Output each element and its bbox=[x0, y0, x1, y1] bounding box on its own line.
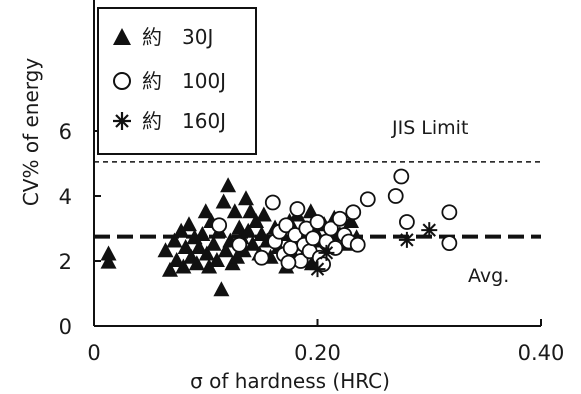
triangle-point bbox=[231, 219, 248, 235]
circle-point bbox=[231, 236, 248, 253]
triangle-point bbox=[188, 255, 205, 271]
triangle-point bbox=[173, 222, 190, 238]
triangle-point bbox=[237, 190, 254, 206]
x-tick-label: 0.20 bbox=[294, 341, 341, 365]
triangle-point bbox=[197, 203, 214, 219]
x-tick-label: 0 bbox=[87, 341, 100, 365]
star-point bbox=[421, 222, 438, 239]
triangle-point bbox=[177, 239, 194, 254]
circle-point bbox=[393, 168, 410, 185]
star-point bbox=[318, 244, 335, 261]
triangle-point bbox=[100, 245, 117, 261]
average-label: Avg. bbox=[468, 265, 509, 287]
y-ticks: 0 2 4 6 bbox=[59, 120, 101, 339]
triangle-point bbox=[161, 261, 178, 277]
circle-point bbox=[387, 188, 404, 204]
data-points bbox=[100, 168, 458, 297]
legend: 約 30J 約 100J 約 160J bbox=[97, 7, 257, 155]
triangle-point bbox=[217, 242, 234, 258]
legend-triangle-marker bbox=[113, 28, 131, 45]
triangle-point bbox=[343, 213, 360, 228]
legend-star-marker bbox=[113, 112, 131, 130]
triangle-point bbox=[302, 203, 319, 219]
circle-point bbox=[253, 249, 270, 266]
circle-point bbox=[289, 201, 306, 217]
triangle-point bbox=[240, 222, 257, 238]
legend-circle-marker bbox=[113, 72, 131, 90]
triangle-point bbox=[226, 203, 243, 219]
triangle-point bbox=[157, 242, 174, 258]
x-ticks: 0 0.20 0.40 bbox=[87, 319, 564, 365]
x-tick-label: 0.40 bbox=[518, 341, 565, 365]
circle-point bbox=[441, 235, 458, 252]
triangle-point bbox=[242, 203, 259, 219]
circle-point bbox=[441, 204, 458, 221]
circle-point bbox=[327, 240, 344, 256]
circle-point bbox=[305, 230, 321, 247]
circle-point bbox=[331, 210, 348, 227]
triangle-point bbox=[244, 235, 261, 251]
triangle-point bbox=[198, 245, 215, 261]
jis-limit-label: JIS Limit bbox=[391, 117, 468, 139]
y-tick-label: 0 bbox=[59, 315, 72, 339]
y-tick-label: 2 bbox=[59, 250, 72, 274]
y-tick-label: 4 bbox=[59, 185, 72, 209]
y-tick-label: 6 bbox=[59, 120, 72, 144]
legend-label-160j: 約 160J bbox=[142, 109, 226, 133]
circle-point bbox=[309, 214, 326, 230]
legend-label-100j: 約 100J bbox=[142, 69, 226, 93]
triangle-point bbox=[220, 177, 237, 193]
circle-point bbox=[211, 217, 228, 234]
triangle-point bbox=[100, 253, 117, 269]
circle-point bbox=[278, 217, 295, 234]
triangle-point bbox=[213, 281, 230, 297]
circle-point bbox=[282, 240, 299, 256]
y-axis-label: CV% of energy bbox=[19, 58, 43, 206]
circle-point bbox=[280, 254, 297, 271]
triangle-point bbox=[194, 226, 211, 241]
x-axis-label: σ of hardness (HRC) bbox=[190, 369, 390, 393]
triangle-point bbox=[180, 216, 197, 232]
triangle-point bbox=[201, 258, 218, 274]
triangle-point bbox=[215, 193, 232, 209]
triangle-point bbox=[175, 258, 192, 274]
star-point bbox=[309, 261, 326, 278]
circle-point bbox=[345, 204, 362, 221]
triangle-point bbox=[255, 206, 272, 222]
triangle-point bbox=[191, 239, 208, 254]
circle-point bbox=[359, 191, 376, 208]
circle-point bbox=[323, 220, 339, 237]
triangle-point bbox=[248, 213, 265, 228]
circle-point bbox=[398, 214, 415, 230]
circle-point bbox=[349, 236, 366, 253]
triangle-point bbox=[166, 232, 183, 248]
star-point bbox=[398, 231, 415, 248]
triangle-point bbox=[205, 235, 222, 251]
circle-point bbox=[264, 194, 281, 211]
triangle-point bbox=[208, 252, 225, 267]
legend-label-30j: 約 30J bbox=[142, 25, 213, 49]
triangle-point bbox=[168, 252, 185, 267]
